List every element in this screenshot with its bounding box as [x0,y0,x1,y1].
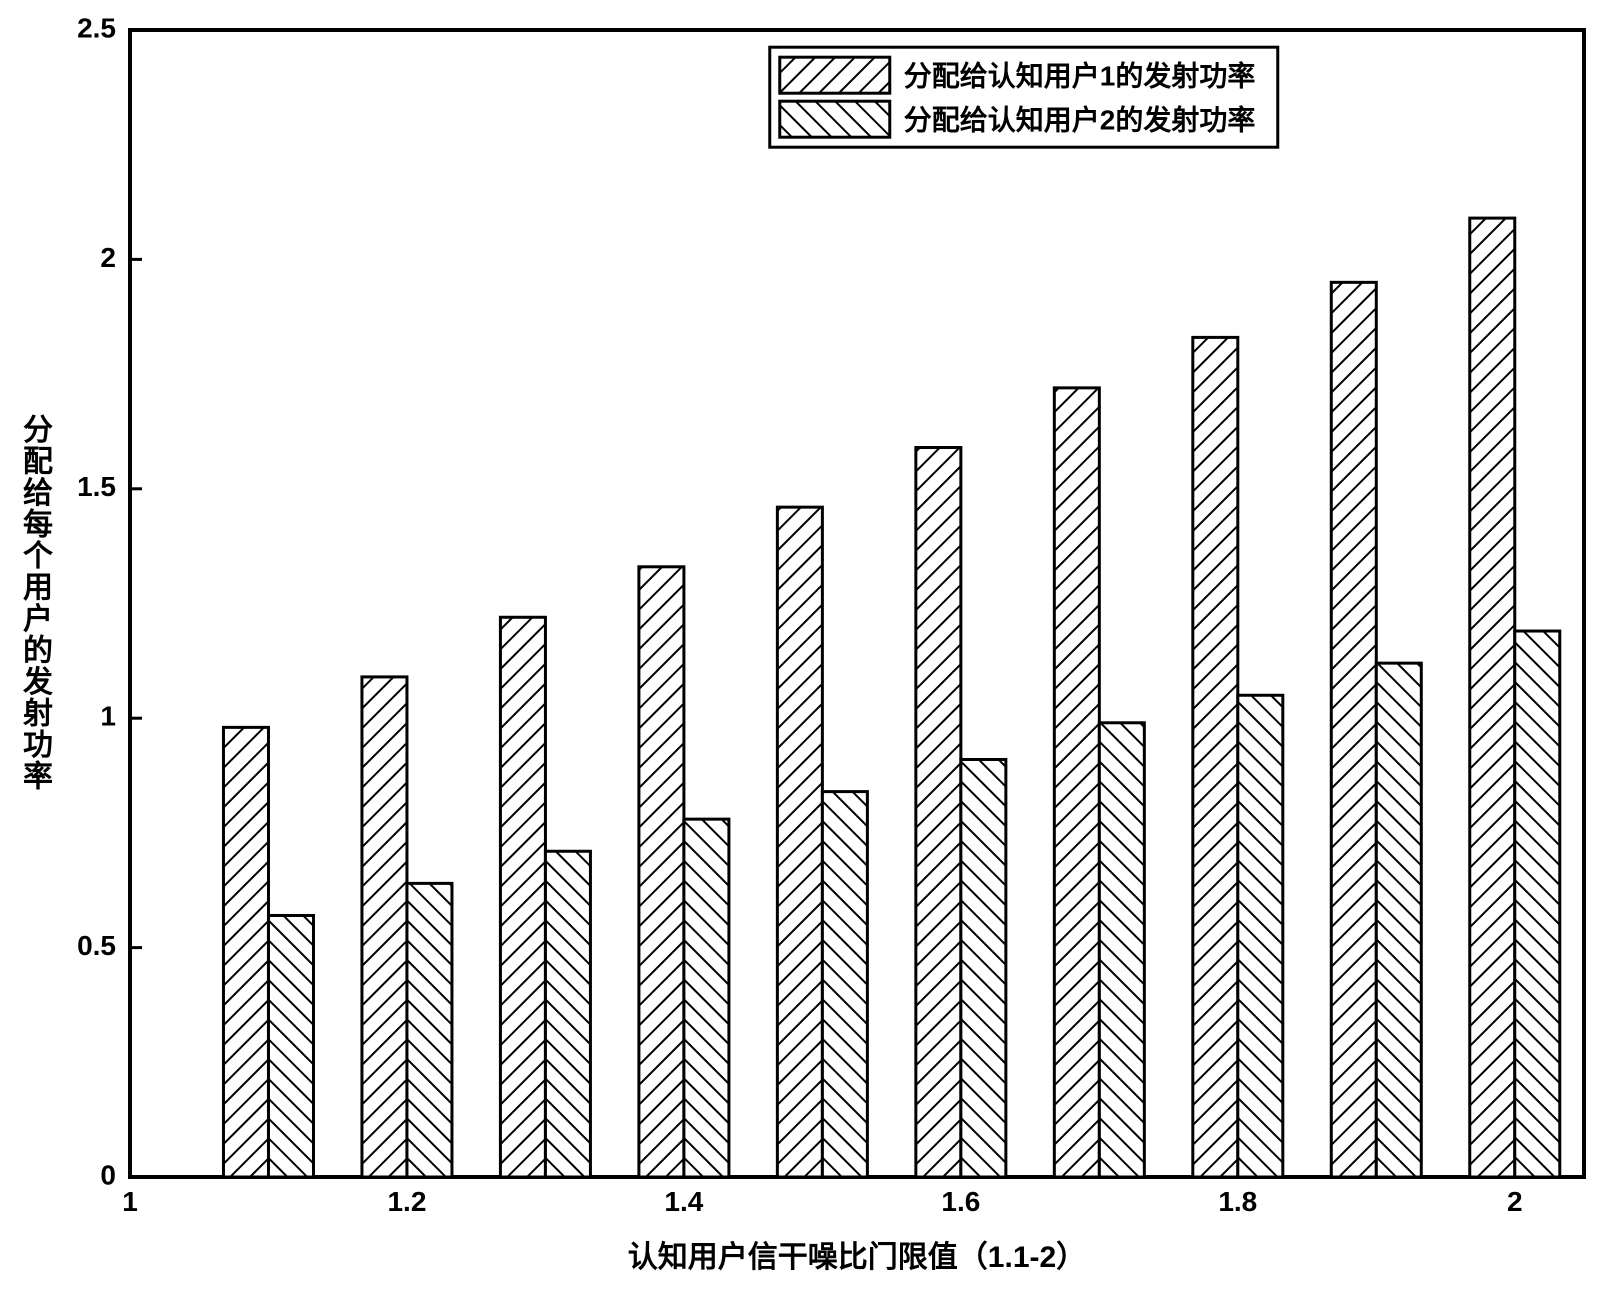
y-tick-label: 0.5 [77,930,116,961]
y-tick-label: 1 [100,701,116,732]
legend-label: 分配给认知用户2的发射功率 [904,103,1256,135]
x-tick-label: 1.6 [941,1186,980,1217]
y-tick-label: 1.5 [77,471,116,502]
bar-series2 [407,883,452,1177]
bar-series2 [1515,631,1560,1177]
y-tick-label: 2 [100,242,116,273]
bar-series1 [916,448,961,1177]
bar-series1 [639,567,684,1177]
legend-swatch [780,57,890,93]
y-axis-label: 分配给每个用户的发射功率 [22,414,54,794]
x-tick-label: 1.8 [1218,1186,1257,1217]
bar-chart: 0 0.5 1 1.5 2 2.5 1 1.2 1.4 1.6 1.8 2 认知用户信干噪比门限值（1.… [0,0,1624,1307]
bar-series2 [545,851,590,1177]
bar-series1 [1193,337,1238,1177]
y-tick-label: 0 [100,1159,116,1190]
y-tick-label: 2.5 [77,12,116,43]
bar-series1 [1331,282,1376,1177]
bar-series1 [1470,218,1515,1177]
x-axis-label: 认知用户信干噪比门限值（1.1-2） [628,1240,1086,1274]
bar-series1 [223,727,268,1177]
legend-label: 分配给认知用户1的发射功率 [904,59,1256,91]
bar-series1 [1054,388,1099,1177]
x-tick-label: 1 [122,1186,138,1217]
x-tick-label: 1.2 [387,1186,426,1217]
bar-series2 [822,792,867,1177]
bar-series2 [1099,723,1144,1177]
bar-series2 [684,819,729,1177]
bar-series2 [961,759,1006,1177]
chart-container: 0 0.5 1 1.5 2 2.5 1 1.2 1.4 1.6 1.8 2 认知用户信干噪比门限值（1.… [0,0,1624,1307]
legend-swatch [780,101,890,137]
bar-series2 [268,915,313,1177]
x-tick-label: 1.4 [664,1186,703,1217]
bar-series1 [362,677,407,1177]
bar-series2 [1238,695,1283,1177]
bar-series1 [777,507,822,1177]
legend: 分配给认知用户1的发射功率分配给认知用户2的发射功率 [770,47,1278,147]
bar-series1 [500,617,545,1177]
bar-series2 [1376,663,1421,1177]
x-tick-label: 2 [1507,1186,1523,1217]
